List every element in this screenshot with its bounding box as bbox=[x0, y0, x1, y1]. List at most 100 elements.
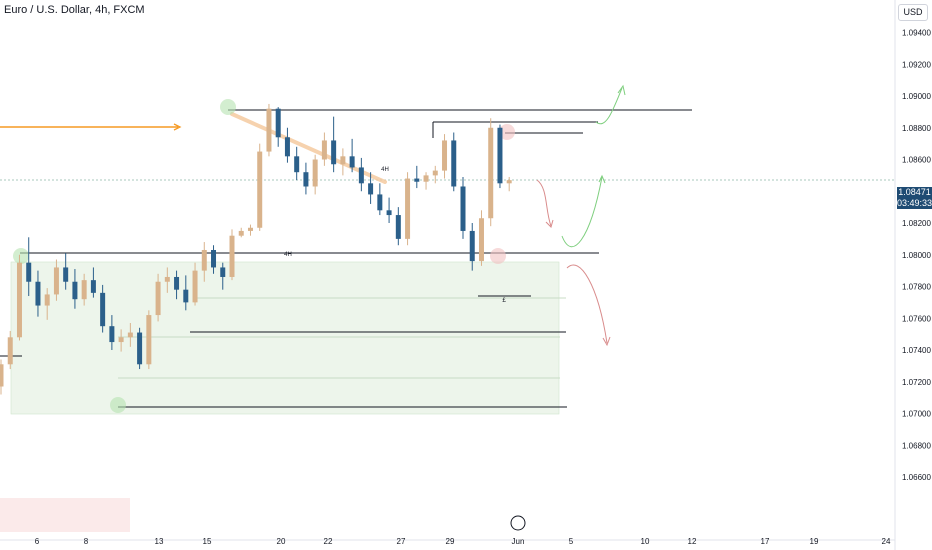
projection-down-2 bbox=[566, 264, 608, 344]
candle-body bbox=[312, 159, 318, 187]
candle-body bbox=[183, 289, 189, 303]
candle-body bbox=[16, 262, 22, 338]
candle-24 bbox=[220, 262, 226, 290]
projection-down-1-head bbox=[545, 219, 554, 228]
y-tick-label: 1.08800 bbox=[902, 124, 931, 133]
candle-41 bbox=[377, 183, 383, 216]
candle-19 bbox=[174, 270, 180, 300]
candle-body bbox=[506, 180, 512, 184]
candle-36 bbox=[331, 116, 337, 173]
candle-body bbox=[155, 281, 161, 316]
x-tick-label: 12 bbox=[688, 537, 697, 546]
candle-body bbox=[127, 332, 133, 338]
x-tick-label: 22 bbox=[324, 537, 333, 546]
candle-8 bbox=[72, 269, 78, 309]
drawing-layer: 4H 4H £ bbox=[0, 84, 895, 413]
candle-42 bbox=[386, 197, 392, 223]
projection-up-1-head bbox=[617, 84, 626, 96]
watermark-icon bbox=[510, 515, 526, 531]
candle-16 bbox=[146, 310, 152, 370]
candle-body bbox=[109, 326, 115, 343]
y-tick-label: 1.06600 bbox=[902, 473, 931, 482]
pivot-marker-3 bbox=[499, 124, 515, 140]
candle-0 bbox=[0, 359, 4, 395]
candle-55 bbox=[506, 176, 512, 192]
candle-27 bbox=[247, 224, 253, 236]
candle-body bbox=[303, 172, 309, 187]
candle-body bbox=[0, 364, 4, 387]
candle-49 bbox=[451, 132, 457, 192]
projection-down-1 bbox=[536, 179, 552, 227]
candle-18 bbox=[164, 267, 170, 293]
candle-10 bbox=[90, 267, 96, 298]
candle-1 bbox=[7, 330, 13, 370]
candle-28 bbox=[257, 143, 263, 231]
candle-48 bbox=[442, 134, 448, 179]
x-tick-label: 6 bbox=[35, 537, 40, 546]
candle-body bbox=[488, 127, 494, 219]
x-tick-label: 10 bbox=[641, 537, 650, 546]
y-tick-label: 1.07800 bbox=[902, 283, 931, 292]
annotation-label-0: 4H bbox=[284, 252, 292, 258]
candle-body bbox=[451, 140, 457, 187]
candle-body bbox=[26, 262, 32, 282]
annotation-label-1: 4H bbox=[381, 167, 389, 173]
candle-body bbox=[478, 218, 484, 262]
orange-arrow-head bbox=[173, 123, 182, 131]
currency-button[interactable]: USD bbox=[898, 4, 928, 21]
y-tick-label: 1.07000 bbox=[902, 410, 931, 419]
y-tick-label: 1.07600 bbox=[902, 314, 931, 323]
candle-body bbox=[432, 170, 438, 176]
last-price-value: 1.08471 bbox=[898, 187, 931, 197]
candle-5 bbox=[44, 288, 50, 320]
candle-33 bbox=[303, 162, 309, 195]
candle-body bbox=[460, 186, 466, 231]
candle-40 bbox=[368, 172, 374, 204]
y-tick-label: 1.09200 bbox=[902, 60, 931, 69]
candle-body bbox=[53, 267, 59, 295]
candle-body bbox=[405, 178, 411, 239]
candle-9 bbox=[81, 273, 87, 306]
x-tick-label: 8 bbox=[84, 537, 89, 546]
x-tick-label: 20 bbox=[277, 537, 286, 546]
candle-11 bbox=[100, 284, 106, 333]
pivot-marker-2 bbox=[110, 397, 126, 413]
candle-body bbox=[174, 276, 180, 290]
candle-21 bbox=[192, 262, 198, 306]
candle-46 bbox=[423, 172, 429, 190]
y-tick-label: 1.07200 bbox=[902, 378, 931, 387]
candle-52 bbox=[478, 210, 484, 266]
candle-38 bbox=[349, 138, 355, 173]
candle-29 bbox=[266, 103, 272, 157]
candle-body bbox=[414, 178, 420, 182]
y-tick-label: 1.08200 bbox=[902, 219, 931, 228]
candle-body bbox=[211, 249, 217, 268]
candle-body bbox=[118, 337, 124, 343]
candles-layer bbox=[0, 103, 512, 395]
candle-35 bbox=[321, 132, 327, 166]
candle-body bbox=[294, 156, 300, 173]
candle-body bbox=[90, 280, 96, 293]
candle-body bbox=[220, 267, 226, 277]
y-tick-label: 1.09000 bbox=[902, 92, 931, 101]
zone-layer bbox=[0, 261, 566, 532]
candle-51 bbox=[469, 223, 475, 271]
alert-zone bbox=[0, 498, 130, 532]
candle-34 bbox=[312, 154, 318, 195]
y-tick-label: 1.06800 bbox=[902, 441, 931, 450]
projection-up-2 bbox=[561, 176, 603, 248]
candle-body bbox=[63, 267, 69, 282]
candle-14 bbox=[127, 323, 133, 347]
candle-12 bbox=[109, 315, 115, 350]
candle-body bbox=[247, 227, 253, 231]
projection-up-2-head bbox=[598, 174, 606, 184]
candle-13 bbox=[118, 329, 124, 352]
x-tick-label: Jun bbox=[512, 537, 525, 546]
bar-countdown: 03:49:33 bbox=[897, 198, 932, 208]
projection-up-1 bbox=[595, 87, 623, 125]
candle-31 bbox=[284, 127, 290, 163]
candle-25 bbox=[229, 229, 235, 281]
candle-body bbox=[146, 315, 152, 365]
